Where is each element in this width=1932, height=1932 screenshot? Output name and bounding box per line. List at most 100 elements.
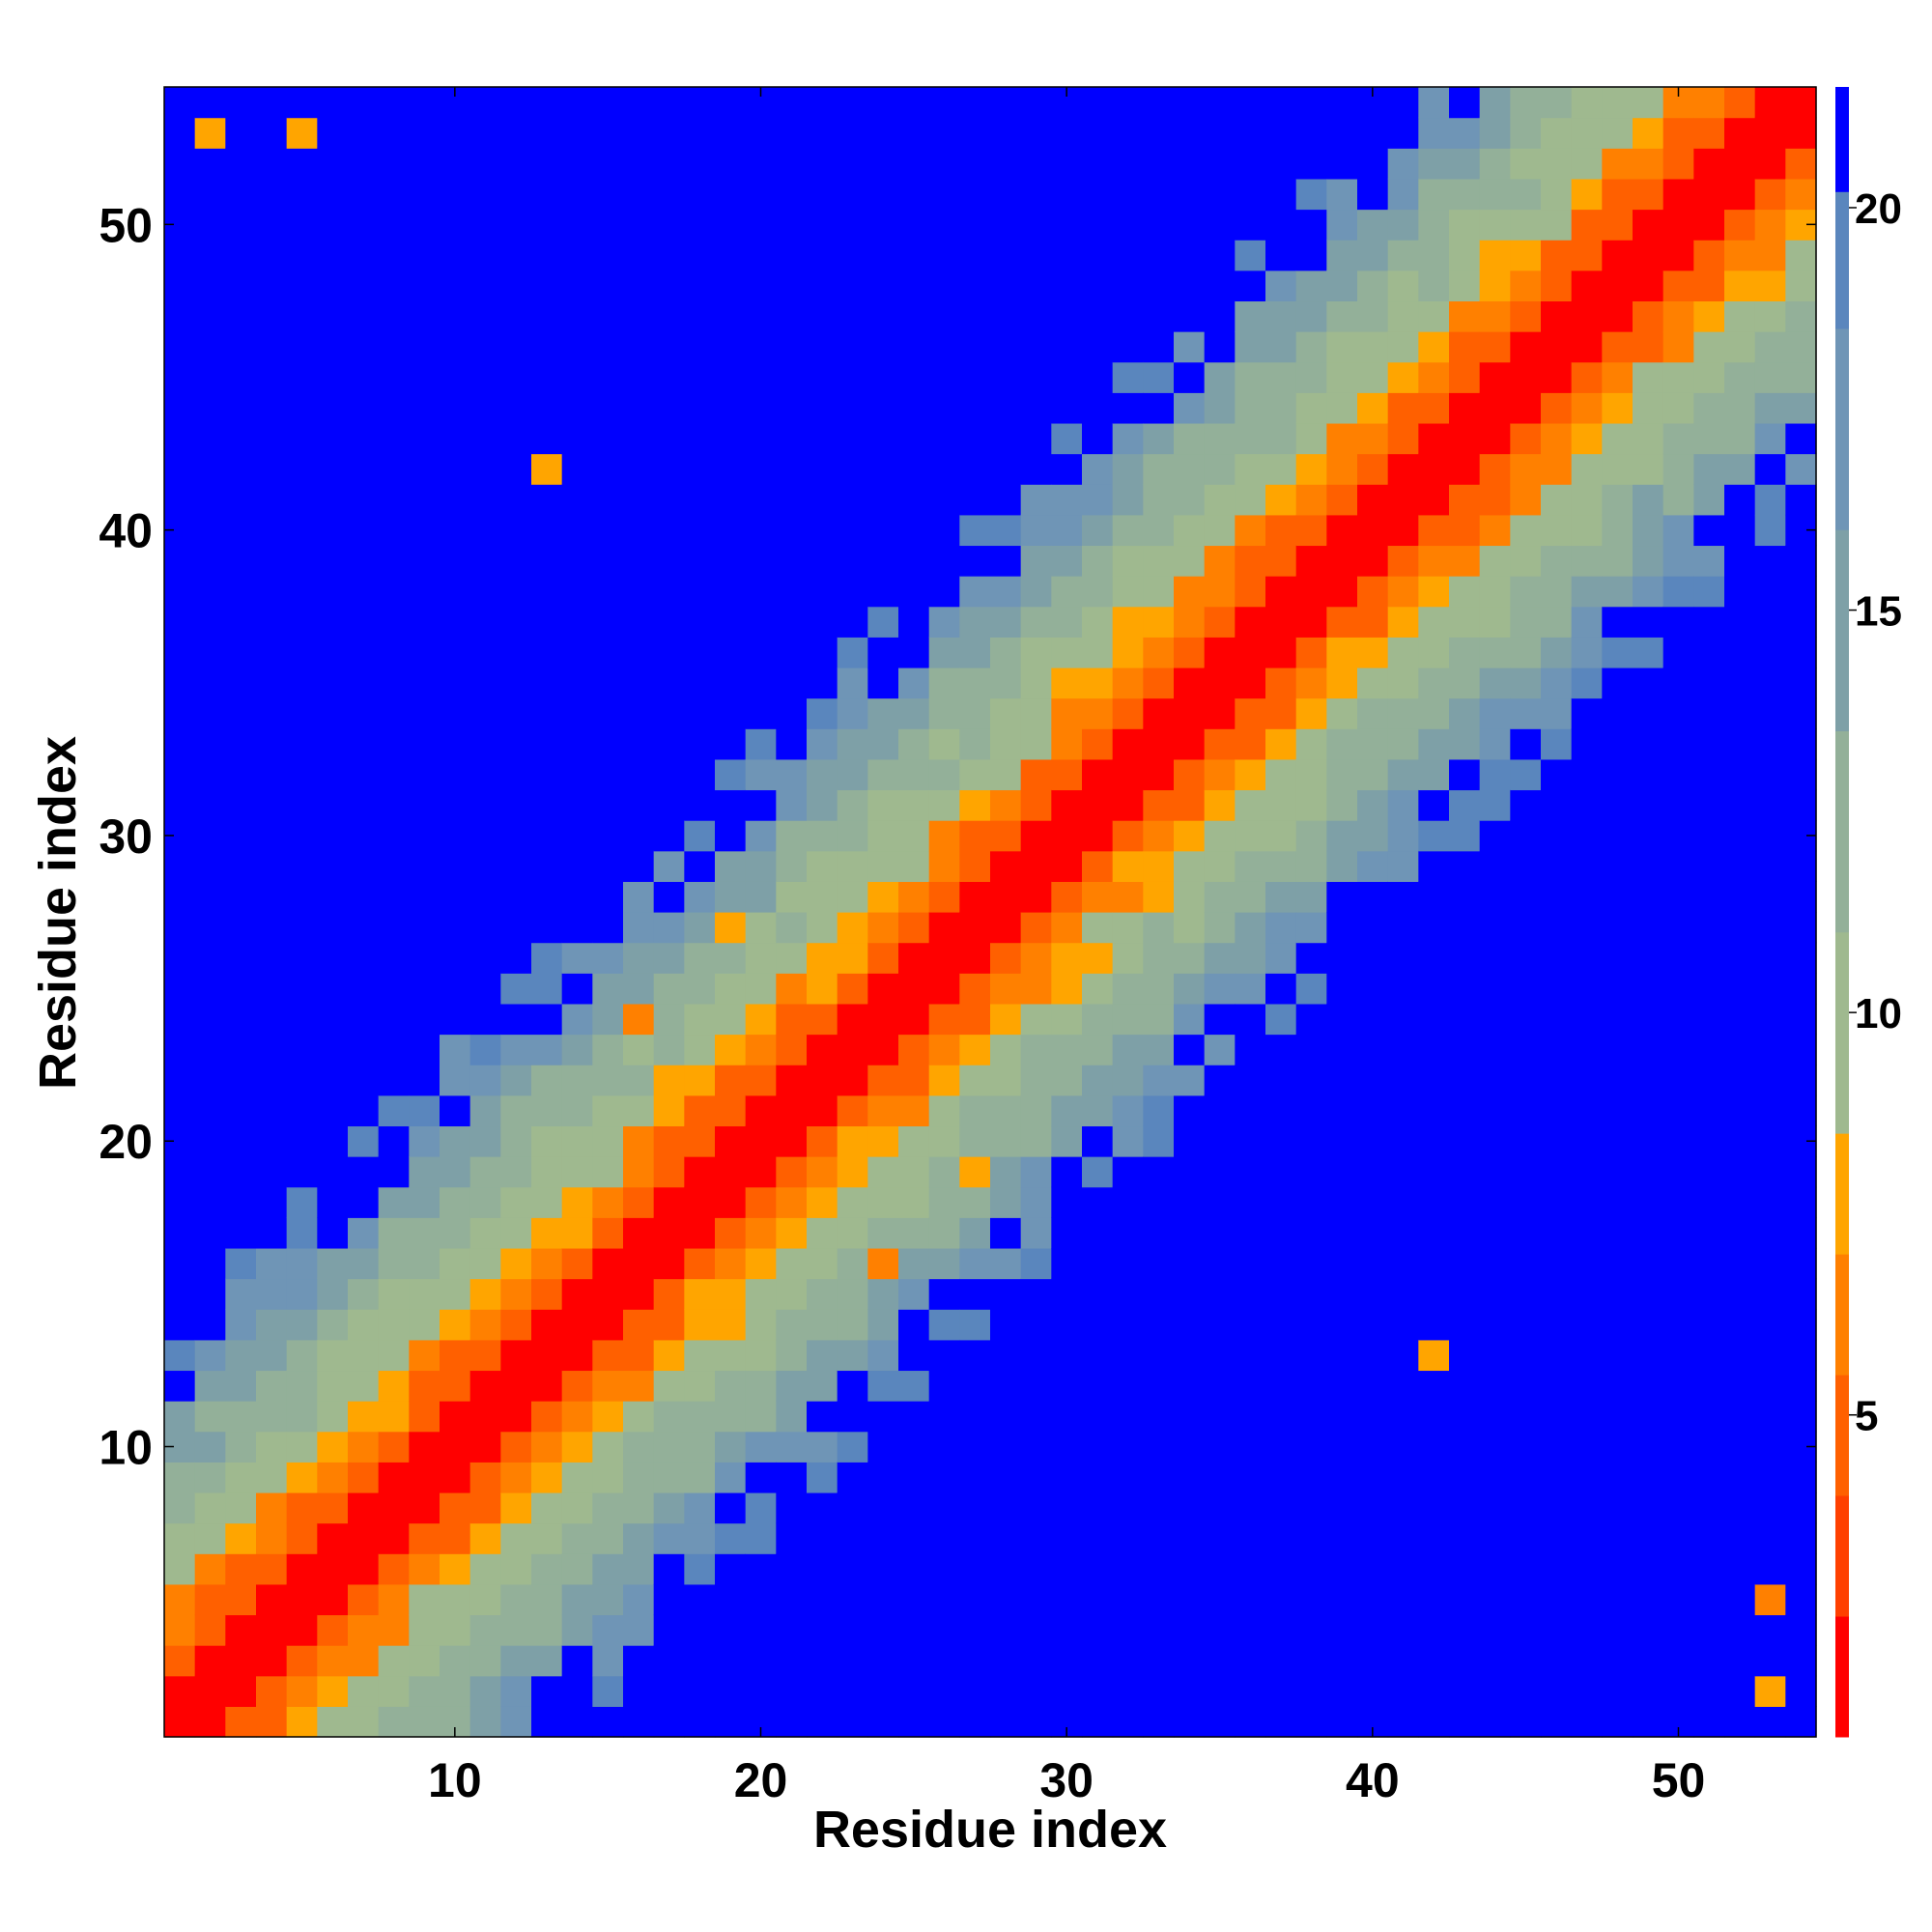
heatmap-cell bbox=[745, 637, 777, 668]
heatmap-cell bbox=[1754, 331, 1786, 363]
heatmap-cell bbox=[653, 1553, 685, 1585]
heatmap-cell bbox=[286, 1003, 318, 1036]
heatmap-cell bbox=[867, 1156, 899, 1188]
heatmap-cell bbox=[745, 1065, 777, 1096]
heatmap-cell bbox=[623, 1706, 655, 1738]
heatmap-cell bbox=[469, 1583, 501, 1616]
heatmap-cell bbox=[776, 1278, 808, 1310]
heatmap-cell bbox=[867, 942, 899, 974]
heatmap-cell bbox=[1387, 973, 1419, 1005]
heatmap-cell bbox=[653, 728, 685, 760]
heatmap-cell bbox=[1693, 758, 1725, 791]
heatmap-cell bbox=[1143, 178, 1175, 211]
heatmap-cell bbox=[1633, 1217, 1664, 1249]
heatmap-cell bbox=[1510, 1003, 1542, 1036]
heatmap-cell bbox=[1326, 850, 1358, 882]
heatmap-cell bbox=[898, 942, 930, 974]
heatmap-cell bbox=[1602, 331, 1634, 363]
heatmap-cell bbox=[1541, 728, 1573, 760]
heatmap-cell bbox=[1754, 1247, 1786, 1280]
heatmap-cell bbox=[1357, 1186, 1389, 1218]
heatmap-cell bbox=[807, 789, 838, 821]
heatmap-cell bbox=[928, 178, 960, 211]
heatmap-cell bbox=[1295, 148, 1327, 180]
heatmap-cell bbox=[378, 637, 410, 668]
heatmap-cell bbox=[1143, 1675, 1175, 1707]
heatmap-cell bbox=[1326, 422, 1358, 455]
heatmap-cell bbox=[1295, 789, 1327, 821]
heatmap-cell bbox=[561, 1339, 593, 1372]
heatmap-cell bbox=[500, 148, 532, 180]
heatmap-cell bbox=[1662, 1583, 1694, 1616]
heatmap-cell bbox=[1082, 1553, 1114, 1585]
heatmap-cell bbox=[1724, 1125, 1756, 1157]
heatmap-cell bbox=[1571, 820, 1603, 852]
heatmap-cell bbox=[1479, 1675, 1511, 1707]
heatmap-cell bbox=[1693, 1003, 1725, 1036]
heatmap-cell bbox=[1112, 1675, 1144, 1707]
heatmap-cell bbox=[684, 728, 716, 760]
heatmap-cell bbox=[1082, 697, 1114, 729]
heatmap-cell bbox=[531, 209, 563, 241]
heatmap-cell bbox=[1449, 1156, 1481, 1188]
heatmap-cell bbox=[1449, 361, 1481, 393]
heatmap-cell bbox=[1387, 392, 1419, 424]
heatmap-cell bbox=[1082, 514, 1114, 547]
heatmap-cell bbox=[1571, 1125, 1603, 1157]
heatmap-cell bbox=[1326, 1401, 1358, 1433]
heatmap-cell bbox=[1174, 1186, 1206, 1218]
heatmap-cell bbox=[592, 1706, 624, 1738]
heatmap-cell bbox=[531, 606, 563, 638]
heatmap-cell bbox=[1785, 1003, 1817, 1036]
heatmap-cell bbox=[500, 881, 532, 913]
heatmap-cell bbox=[623, 697, 655, 729]
heatmap-cell bbox=[898, 545, 930, 577]
heatmap-cell bbox=[500, 1431, 532, 1463]
heatmap-cell bbox=[1541, 1034, 1573, 1065]
heatmap-cell bbox=[1633, 270, 1664, 302]
heatmap-cell bbox=[1510, 422, 1542, 455]
heatmap-cell bbox=[348, 728, 380, 760]
heatmap-cell bbox=[959, 1431, 991, 1463]
heatmap-cell bbox=[1387, 87, 1419, 119]
heatmap-cell bbox=[531, 1583, 563, 1616]
heatmap-cell bbox=[745, 1401, 777, 1433]
heatmap-cell bbox=[959, 1003, 991, 1036]
heatmap-cell bbox=[990, 1462, 1022, 1493]
heatmap-cell bbox=[1235, 1247, 1266, 1280]
heatmap-cell bbox=[500, 1278, 532, 1310]
heatmap-cell bbox=[348, 361, 380, 393]
heatmap-cell bbox=[256, 1065, 288, 1096]
heatmap-cell bbox=[440, 148, 471, 180]
heatmap-cell bbox=[440, 1614, 471, 1646]
heatmap-cell bbox=[225, 1583, 257, 1616]
heatmap-cell bbox=[928, 1583, 960, 1616]
heatmap-cell bbox=[776, 331, 808, 363]
heatmap-cell bbox=[1235, 270, 1266, 302]
heatmap-cell bbox=[1143, 1003, 1175, 1036]
heatmap-cell bbox=[164, 1309, 196, 1341]
heatmap-cell bbox=[1479, 87, 1511, 119]
heatmap-cell bbox=[1418, 300, 1450, 332]
heatmap-cell bbox=[225, 209, 257, 241]
heatmap-cell bbox=[1204, 117, 1236, 149]
heatmap-cell bbox=[561, 1156, 593, 1188]
heatmap-cell bbox=[1265, 1094, 1297, 1127]
heatmap-cell bbox=[1235, 1309, 1266, 1341]
heatmap-cell bbox=[1724, 1309, 1756, 1341]
heatmap-cell bbox=[1051, 820, 1083, 852]
y-tick-label: 20 bbox=[99, 1115, 153, 1169]
heatmap-cell bbox=[776, 1645, 808, 1677]
heatmap-cell bbox=[928, 1309, 960, 1341]
heatmap-cell bbox=[469, 1186, 501, 1218]
heatmap-cell bbox=[440, 1065, 471, 1096]
heatmap-cell bbox=[776, 697, 808, 729]
heatmap-cell bbox=[990, 178, 1022, 211]
heatmap-cell bbox=[1571, 1462, 1603, 1493]
heatmap-cell bbox=[440, 973, 471, 1005]
heatmap-cell bbox=[1387, 606, 1419, 638]
heatmap-cell bbox=[807, 850, 838, 882]
heatmap-cell bbox=[1265, 637, 1297, 668]
heatmap-cell bbox=[715, 1339, 747, 1372]
heatmap-cell bbox=[561, 912, 593, 944]
